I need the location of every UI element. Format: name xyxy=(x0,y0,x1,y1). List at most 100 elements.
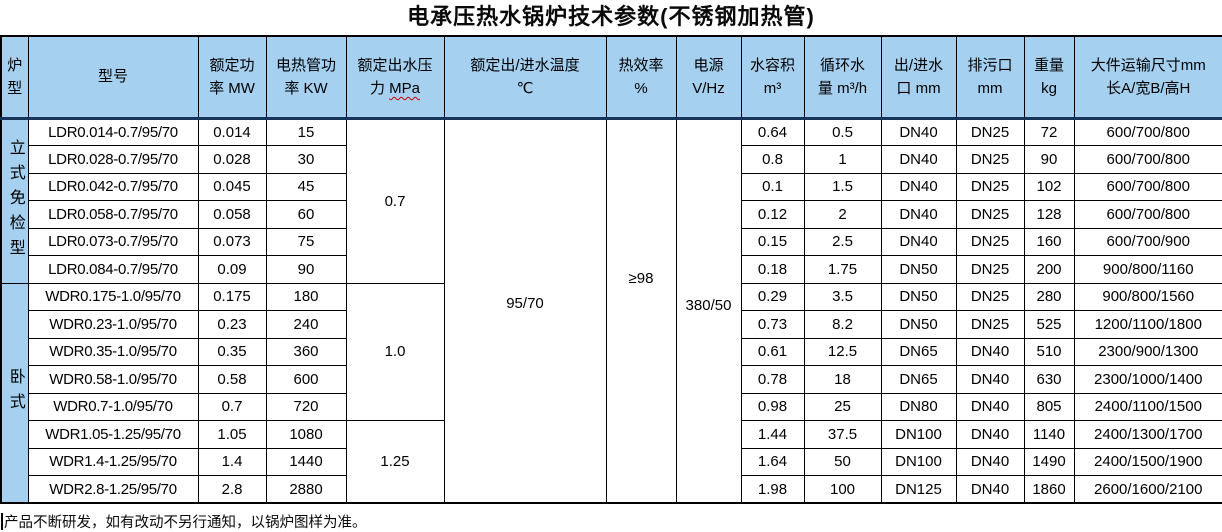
cell-rated-power: 0.073 xyxy=(197,227,267,256)
table-row: LDR0.058-0.7/95/70 0.058 60 0.12 2 DN40 … xyxy=(1,200,1222,229)
furnace-type-group-vertical: 卧式 xyxy=(0,282,29,504)
cell-outlet-inlet: DN50 xyxy=(880,310,957,339)
cell-water-volume: 1.98 xyxy=(740,475,805,504)
cell-outlet-inlet: DN100 xyxy=(880,420,957,449)
cell-dimensions: 2400/1500/1900 xyxy=(1073,447,1222,476)
cell-model: LDR0.028-0.7/95/70 xyxy=(27,145,199,174)
cell-drain: DN25 xyxy=(955,200,1025,229)
cell-drain: DN25 xyxy=(955,145,1025,174)
cell-efficiency-merged: ≥98 xyxy=(605,117,677,504)
col-header-dimensions: 大件运输尺寸mm 长A/宽B/高H xyxy=(1073,35,1222,120)
col-header-outlet-pressure: 额定出水压力 MPa xyxy=(345,35,445,120)
cell-weight: 128 xyxy=(1023,200,1075,229)
cell-dimensions: 2600/1600/2100 xyxy=(1073,475,1222,504)
cell-drain: DN25 xyxy=(955,282,1025,311)
cell-drain: DN25 xyxy=(955,172,1025,201)
cell-circulation: 2 xyxy=(803,200,882,229)
cell-dimensions: 2400/1300/1700 xyxy=(1073,420,1222,449)
cell-circulation: 1.75 xyxy=(803,255,882,284)
cell-weight: 72 xyxy=(1023,117,1075,146)
cell-circulation: 100 xyxy=(803,475,882,504)
cell-rated-power: 2.8 xyxy=(197,475,267,504)
cell-water-volume: 0.12 xyxy=(740,200,805,229)
cell-circulation: 12.5 xyxy=(803,337,882,366)
cell-weight: 510 xyxy=(1023,337,1075,366)
col-header-furnace-type: 炉 型 xyxy=(0,35,29,120)
cell-dimensions: 600/700/900 xyxy=(1073,227,1222,256)
cell-outlet-inlet: DN40 xyxy=(880,145,957,174)
cell-temperature-merged: 95/70 xyxy=(443,117,607,504)
cell-power-supply-merged: 380/50 xyxy=(675,117,742,504)
footer-note-text: 产品不断研发，如有改动不另行通知，以锅炉图样为准。 xyxy=(4,515,367,531)
cell-outlet-inlet: DN80 xyxy=(880,392,957,421)
cell-rated-power: 0.7 xyxy=(197,392,267,421)
cell-outlet-inlet: DN50 xyxy=(880,282,957,311)
cell-rated-power: 0.58 xyxy=(197,365,267,394)
cell-circulation: 1.5 xyxy=(803,172,882,201)
cell-heater-power: 2880 xyxy=(265,475,347,504)
cell-heater-power: 1440 xyxy=(265,447,347,476)
cell-water-volume: 0.15 xyxy=(740,227,805,256)
cell-outlet-inlet: DN65 xyxy=(880,337,957,366)
page-title: 电承压热水锅炉技术参数(不锈钢加热管) xyxy=(407,4,815,29)
cell-model: WDR0.58-1.0/95/70 xyxy=(27,365,199,394)
pressure-unit-spellcheck: MPa xyxy=(389,79,420,97)
table-row: WDR1.4-1.25/95/70 1.4 1440 1.64 50 DN100… xyxy=(1,447,1222,476)
cell-weight: 525 xyxy=(1023,310,1075,339)
cell-rated-power: 0.175 xyxy=(197,282,267,311)
cell-drain: DN40 xyxy=(955,392,1025,421)
cell-outlet-inlet: DN125 xyxy=(880,475,957,504)
cell-model: LDR0.042-0.7/95/70 xyxy=(27,172,199,201)
cell-water-volume: 0.78 xyxy=(740,365,805,394)
cell-water-volume: 0.73 xyxy=(740,310,805,339)
cell-outlet-inlet: DN100 xyxy=(880,447,957,476)
cell-water-volume: 0.1 xyxy=(740,172,805,201)
cell-water-volume: 0.61 xyxy=(740,337,805,366)
cell-circulation: 25 xyxy=(803,392,882,421)
cell-circulation: 1 xyxy=(803,145,882,174)
table-row: 立式免检型 LDR0.014-0.7/95/70 0.014 15 0.7 95… xyxy=(0,117,1222,504)
cell-outlet-inlet: DN50 xyxy=(880,255,957,284)
cell-heater-power: 15 xyxy=(265,117,347,146)
cell-heater-power: 180 xyxy=(265,282,347,311)
cell-rated-power: 0.09 xyxy=(197,255,267,284)
furnace-type-group-vertical: 立式免检型 xyxy=(0,117,29,284)
cell-rated-power: 0.045 xyxy=(197,172,267,201)
cell-outlet-inlet: DN65 xyxy=(880,365,957,394)
cell-heater-power: 1080 xyxy=(265,420,347,449)
cell-circulation: 3.5 xyxy=(803,282,882,311)
cell-water-volume: 0.64 xyxy=(740,117,805,146)
cell-dimensions: 600/700/800 xyxy=(1073,172,1222,201)
cell-circulation: 50 xyxy=(803,447,882,476)
cell-rated-power: 0.35 xyxy=(197,337,267,366)
cell-drain: DN40 xyxy=(955,365,1025,394)
cell-drain: DN25 xyxy=(955,117,1025,146)
cell-rated-power: 0.23 xyxy=(197,310,267,339)
cell-weight: 90 xyxy=(1023,145,1075,174)
col-header-power-supply: 电源 V/Hz xyxy=(675,35,742,120)
cell-drain: DN25 xyxy=(955,310,1025,339)
table-row: WDR2.8-1.25/95/70 2.8 2880 1.98 100 DN12… xyxy=(1,475,1222,504)
cell-circulation: 0.5 xyxy=(803,117,882,146)
cell-dimensions: 600/700/800 xyxy=(1073,200,1222,229)
cell-dimensions: 1200/1100/1800 xyxy=(1073,310,1222,339)
cell-weight: 1140 xyxy=(1023,420,1075,449)
cell-circulation: 18 xyxy=(803,365,882,394)
cell-drain: DN40 xyxy=(955,337,1025,366)
cell-heater-power: 45 xyxy=(265,172,347,201)
cell-model: LDR0.073-0.7/95/70 xyxy=(27,227,199,256)
cell-water-volume: 0.29 xyxy=(740,282,805,311)
cell-drain: DN25 xyxy=(955,255,1025,284)
cell-rated-power: 1.4 xyxy=(197,447,267,476)
cell-pressure-merged: 1.25 xyxy=(345,420,445,504)
table-row: WDR0.23-1.0/95/70 0.23 240 0.73 8.2 DN50… xyxy=(1,310,1222,339)
boiler-spec-table: 炉 型 型号 额定功 率 MW 电热管功 率 KW 额定出水压力 MPa 额定出… xyxy=(0,35,1222,504)
table-row: LDR0.028-0.7/95/70 0.028 30 0.8 1 DN40 D… xyxy=(1,145,1222,174)
col-header-water-volume: 水容积 m³ xyxy=(740,35,805,120)
cell-outlet-inlet: DN40 xyxy=(880,227,957,256)
col-header-drain: 排污口 mm xyxy=(955,35,1025,120)
cell-circulation: 37.5 xyxy=(803,420,882,449)
cell-dimensions: 900/800/1160 xyxy=(1073,255,1222,284)
cell-outlet-inlet: DN40 xyxy=(880,172,957,201)
table-row: LDR0.073-0.7/95/70 0.073 75 0.15 2.5 DN4… xyxy=(1,227,1222,256)
